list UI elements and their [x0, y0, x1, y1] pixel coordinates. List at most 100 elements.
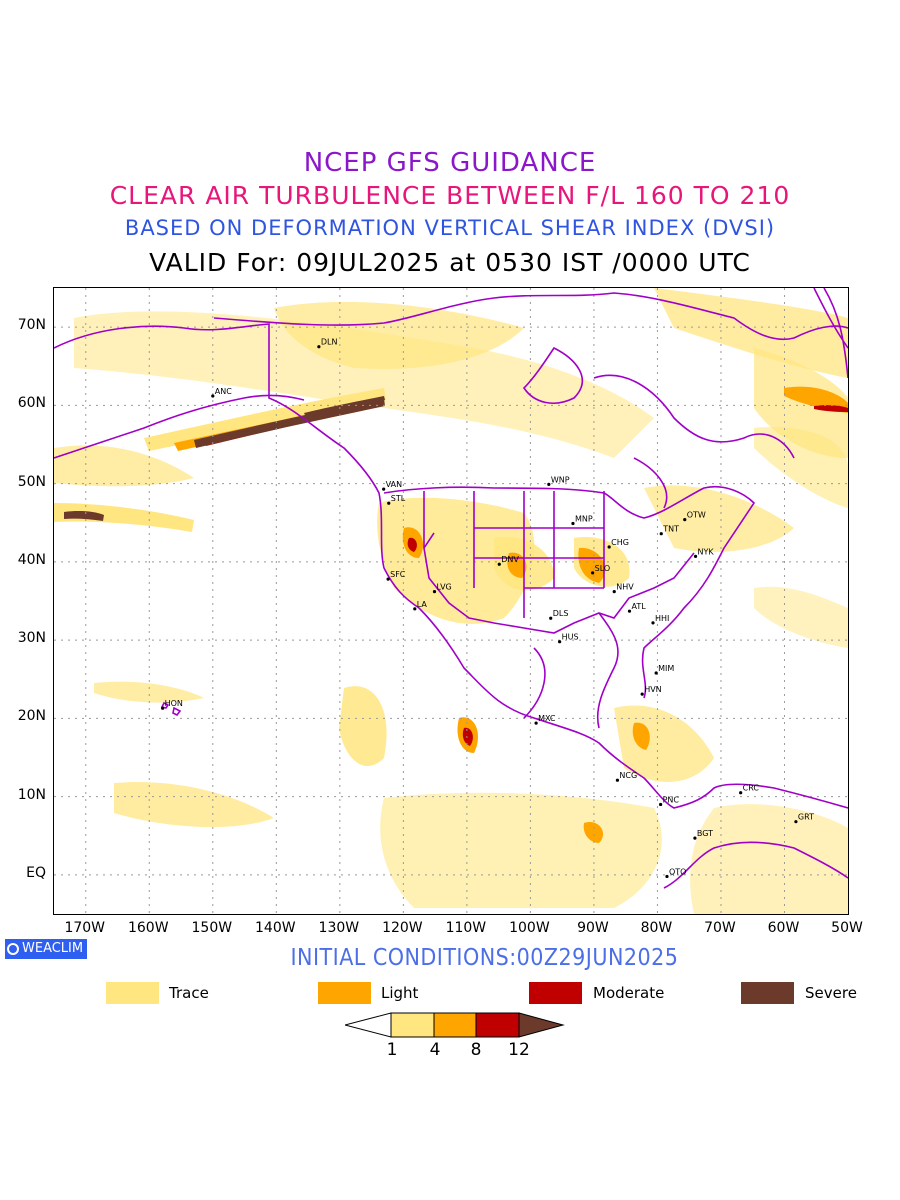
station-marker — [211, 394, 215, 398]
lon-label: 150W — [191, 920, 233, 936]
legend-label-light: Light — [381, 984, 419, 1002]
station-label: HUS — [562, 633, 579, 642]
station-label: TNT — [662, 525, 679, 534]
station-label: CHG — [611, 538, 629, 547]
station-label: SLO — [595, 564, 611, 573]
station-marker — [413, 607, 417, 611]
lon-label: 140W — [255, 920, 296, 936]
station-label: OTW — [687, 511, 706, 520]
colorbar-tick-12: 12 — [508, 1040, 530, 1060]
station-label: QTO — [669, 867, 686, 876]
political-boundaries — [54, 288, 848, 889]
weaclim-watermark: WEACLIM — [5, 939, 88, 959]
station-label: ATL — [631, 602, 646, 611]
legend-swatch-severe — [741, 982, 794, 1004]
colorbar — [345, 1012, 565, 1038]
lat-label: 40N — [17, 551, 46, 568]
station-marker — [432, 590, 437, 594]
colorbar-tick-4: 4 — [429, 1040, 441, 1060]
station-label: GRT — [798, 813, 814, 822]
station-label: LA — [417, 600, 428, 609]
station-marker — [497, 562, 501, 566]
station-marker — [571, 521, 575, 526]
station-marker — [558, 640, 562, 644]
legend-swatch-trace — [106, 982, 159, 1004]
station-marker — [693, 554, 698, 558]
lon-label: 120W — [382, 920, 423, 936]
lon-label: 170W — [64, 920, 106, 936]
lat-label: 50N — [17, 473, 46, 490]
station-label: DLN — [321, 338, 338, 347]
legend-label-moderate: Moderate — [593, 984, 665, 1002]
lat-label: 10N — [17, 786, 46, 803]
station-label: NYK — [698, 547, 715, 556]
title-model: NCEP GFS GUIDANCE — [303, 148, 597, 178]
colorbar-bin-3 — [475, 1012, 520, 1038]
station-label: NCG — [619, 771, 637, 780]
station-label: CRC — [743, 784, 760, 793]
colorbar-tick-8: 8 — [470, 1040, 482, 1060]
turbulence-shading — [54, 288, 848, 914]
colorbar-bin-1 — [390, 1012, 435, 1038]
station-marker — [534, 721, 538, 725]
lon-label: 110W — [445, 920, 487, 936]
station-marker — [659, 802, 663, 807]
station-marker — [640, 692, 644, 696]
station-label: MNP — [575, 515, 593, 524]
station-marker — [665, 874, 669, 879]
station-marker — [547, 482, 551, 487]
station-labels: ANC DLN VAN STL WNP MNP TNT OTW CHG NYK SFC LVG DNV S… — [161, 338, 814, 879]
station-marker — [739, 791, 743, 795]
station-label: VAN — [386, 480, 402, 489]
legend-label-trace: Trace — [169, 984, 209, 1002]
station-marker — [615, 778, 620, 782]
station-label: SFC — [390, 570, 406, 579]
station-marker — [387, 501, 391, 505]
colorbar-tick-1: 1 — [386, 1040, 398, 1060]
station-marker — [591, 571, 595, 575]
colorbar-over — [518, 1012, 565, 1038]
station-marker — [794, 820, 798, 824]
station-marker — [693, 836, 697, 840]
station-label: HHI — [655, 614, 669, 623]
station-label: LVG — [436, 583, 451, 592]
station-marker — [651, 621, 655, 625]
station-marker — [654, 671, 658, 675]
station-label: WNP — [551, 475, 570, 484]
colorbar-bin-2 — [433, 1012, 477, 1038]
station-marker — [627, 609, 632, 613]
station-label: MIM — [658, 664, 674, 673]
map-canvas: ANC DLN VAN STL WNP MNP TNT OTW CHG NYK SFC LVG DNV S… — [54, 288, 848, 914]
station-marker — [659, 532, 663, 536]
legend-label-severe: Severe — [805, 984, 857, 1002]
lon-label: 80W — [640, 920, 673, 936]
station-label: NHV — [616, 583, 634, 592]
legend-swatch-moderate — [529, 982, 582, 1004]
weaclim-text: WEACLIM — [22, 941, 84, 956]
station-label: BGT — [697, 829, 713, 838]
initial-conditions: INITIAL CONDITIONS:00Z29JUN2025 — [290, 945, 679, 971]
lat-label: 70N — [17, 317, 46, 334]
legend-swatch-light — [318, 982, 371, 1004]
station-marker — [683, 518, 687, 522]
title-method: BASED ON DEFORMATION VERTICAL SHEAR INDE… — [124, 216, 776, 240]
station-label: DLS — [553, 609, 569, 618]
lon-label: 90W — [577, 920, 609, 936]
lat-label: 60N — [17, 395, 46, 412]
weaclim-logo-icon — [7, 943, 19, 955]
station-label: DNV — [501, 555, 519, 564]
colorbar-under — [345, 1012, 392, 1038]
title-product: CLEAR AIR TURBULENCE BETWEEN F/L 160 TO … — [109, 181, 791, 210]
station-marker — [161, 706, 165, 710]
station-marker — [317, 345, 321, 349]
title-valid-time: VALID For: 09JUL2025 at 0530 IST /0000 U… — [149, 248, 751, 277]
lon-label: 60W — [767, 920, 800, 936]
station-label: STL — [391, 494, 406, 503]
station-marker — [612, 590, 616, 594]
station-label: PNC — [663, 795, 680, 804]
turbulence-map: ANC DLN VAN STL WNP MNP TNT OTW CHG NYK SFC LVG DNV S… — [53, 287, 849, 915]
lon-label: 130W — [318, 920, 360, 936]
station-label: HVN — [644, 685, 661, 694]
lon-label: 70W — [704, 920, 736, 936]
lon-label: 100W — [509, 920, 550, 936]
